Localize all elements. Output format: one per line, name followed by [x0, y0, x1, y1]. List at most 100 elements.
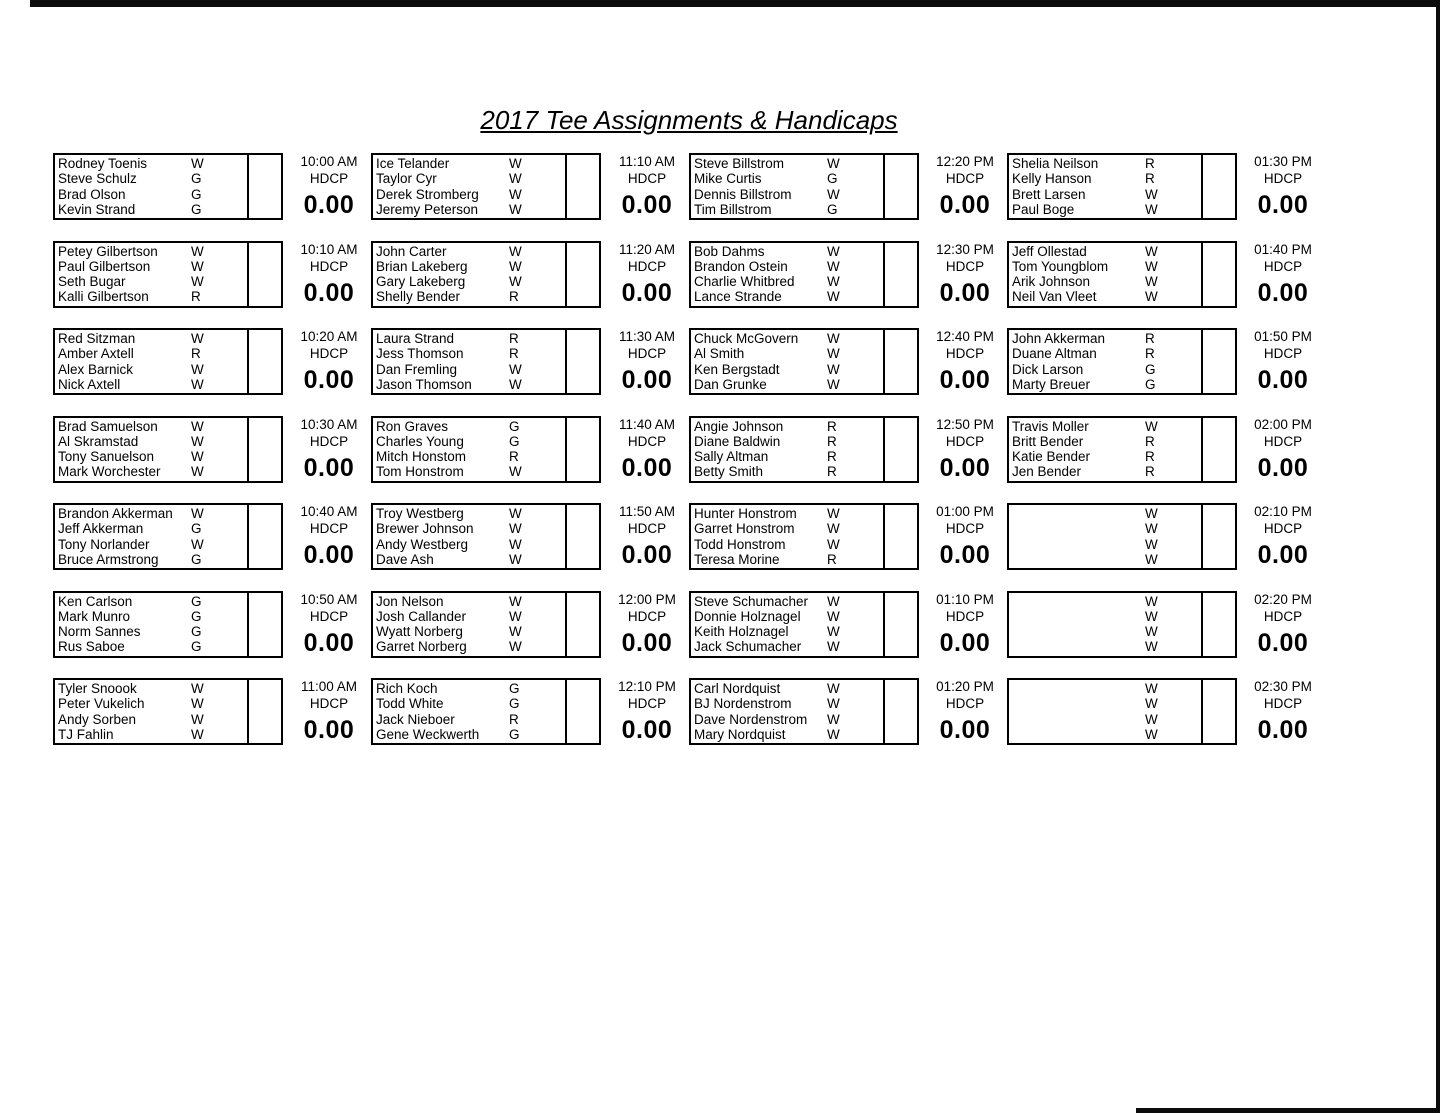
tee-letter: W — [1145, 639, 1158, 655]
hdcp-value: 0.00 — [303, 366, 355, 394]
player-row: Lance Strande W — [691, 289, 883, 304]
player-row: W — [1009, 727, 1201, 742]
player-name-box: W W W W — [1007, 678, 1237, 745]
blank-score-cell — [565, 155, 599, 218]
player-name: Ken Carlson — [58, 593, 133, 609]
player-name-box: Laura Strand R Jess Thomson R Dan Fremli… — [371, 328, 601, 395]
tee-time: 10:30 AM — [300, 416, 358, 432]
player-row: Troy Westberg W — [373, 506, 565, 521]
player-row: Jason Thomson W — [373, 377, 565, 392]
player-name: Mitch Honstom — [376, 449, 467, 465]
player-row: W — [1009, 681, 1201, 696]
handicap-col: 01:40 PM HDCP 0.00 — [1245, 241, 1321, 308]
tee-letter: W — [191, 418, 204, 434]
player-name: Neil Van Vleet — [1012, 289, 1097, 305]
player-name: Wyatt Norberg — [376, 624, 463, 640]
blank-score-cell — [883, 505, 917, 568]
tee-letter: W — [827, 289, 840, 305]
player-name: Red Sitzman — [58, 331, 136, 347]
player-name-box: Ice Telander W Taylor Cyr W Derek Stromb… — [371, 153, 601, 220]
tee-letter: W — [1145, 418, 1158, 434]
player-name: Tyler Snoook — [58, 681, 137, 697]
hdcp-label: HDCP — [627, 433, 667, 449]
handicap-col: 12:10 PM HDCP 0.00 — [609, 678, 685, 745]
tee-time: 02:30 PM — [1254, 679, 1312, 694]
player-row: W — [1009, 696, 1201, 711]
tee-time: 02:20 PM — [1254, 591, 1312, 607]
hdcp-value: 0.00 — [303, 453, 355, 482]
hdcp-value: 0.00 — [939, 278, 991, 307]
player-row: Dick Larson G — [1009, 362, 1201, 377]
player-list: W W W W — [1009, 505, 1201, 568]
player-row: W — [1009, 594, 1201, 609]
handicap-col: 01:20 PM HDCP 0.00 — [927, 678, 1003, 745]
tee-group-cell: Hunter Honstrom W Garret Honstrom W Todd… — [689, 503, 1007, 570]
tee-letter: R — [509, 346, 519, 362]
player-name: Gene Weckwerth — [376, 726, 480, 742]
player-list: John Carter W Brian Lakeberg W Gary Lake… — [373, 243, 565, 306]
tee-letter: W — [1145, 681, 1158, 697]
player-name: Shelly Bender — [376, 289, 461, 305]
player-name: Todd White — [376, 696, 444, 712]
tee-time: 01:10 PM — [936, 591, 994, 607]
tee-letter: R — [827, 464, 837, 480]
player-name: Tony Sanuelson — [58, 449, 155, 465]
hdcp-label: HDCP — [1263, 696, 1303, 711]
player-row: Garret Norberg W — [373, 639, 565, 654]
handicap-col: 11:00 AM HDCP 0.00 — [291, 678, 367, 745]
blank-score-cell — [565, 505, 599, 568]
handicap-col: 11:30 AM HDCP 0.00 — [609, 328, 685, 395]
tee-letter: W — [509, 361, 522, 377]
tee-letter: W — [191, 464, 204, 480]
player-name: Carl Nordquist — [694, 681, 781, 697]
player-row: Mark Worchester W — [55, 464, 247, 479]
player-name-box: Ken Carlson G Mark Munro G Norm Sannes G… — [53, 590, 283, 658]
handicap-col: 01:00 PM HDCP 0.00 — [927, 503, 1003, 570]
player-list: Troy Westberg W Brewer Johnson W Andy We… — [373, 505, 565, 568]
tee-letter: W — [1145, 593, 1158, 609]
tee-time: 12:20 PM — [936, 154, 994, 169]
hdcp-value: 0.00 — [621, 453, 673, 482]
blank-score-cell — [1201, 505, 1235, 568]
page-title: 2017 Tee Assignments & Handicaps — [480, 105, 898, 135]
hdcp-value: 0.00 — [303, 191, 355, 219]
player-name: Angie Johnson — [694, 418, 784, 434]
player-row: Nick Axtell W — [55, 377, 247, 392]
tee-letter: G — [827, 171, 838, 187]
handicap-col: 11:10 AM HDCP 0.00 — [609, 153, 685, 220]
blank-score-cell — [883, 680, 917, 743]
player-row: Dennis Billstrom W — [691, 187, 883, 202]
player-name: Ice Telander — [376, 156, 450, 172]
player-name-box: Steve Billstrom W Mike Curtis G Dennis B… — [689, 153, 919, 220]
tee-time: 11:30 AM — [618, 329, 676, 344]
tee-letter: W — [827, 521, 840, 537]
tee-letter: W — [1145, 608, 1158, 624]
tee-time: 02:10 PM — [1254, 504, 1312, 519]
player-row: Gene Weckwerth G — [373, 727, 565, 742]
tee-group-cell: Travis Moller W Britt Bender R Katie Ben… — [1007, 415, 1325, 483]
hdcp-label: HDCP — [945, 171, 985, 186]
player-name-box: Brandon Akkerman W Jeff Akkerman G Tony … — [53, 503, 283, 570]
player-row: Derek Stromberg W — [373, 187, 565, 202]
player-row: Brad Olson G — [55, 187, 247, 202]
player-name: Dan Fremling — [376, 361, 458, 377]
hdcp-label: HDCP — [1263, 608, 1303, 624]
player-list: Brandon Akkerman W Jeff Akkerman G Tony … — [55, 505, 247, 568]
tee-letter: W — [827, 624, 840, 640]
tee-letter: R — [1145, 171, 1155, 187]
player-name-box: Angie Johnson R Diane Baldwin R Sally Al… — [689, 415, 919, 483]
player-row: Seth Bugar W — [55, 274, 247, 289]
blank-score-cell — [565, 330, 599, 393]
hdcp-value: 0.00 — [939, 453, 991, 482]
tee-letter: W — [1145, 536, 1158, 552]
tee-letter: R — [1145, 449, 1155, 465]
player-list: Laura Strand R Jess Thomson R Dan Fremli… — [373, 330, 565, 393]
tee-letter: G — [191, 593, 202, 609]
hdcp-value: 0.00 — [939, 191, 991, 219]
player-row: Kelly Hanson R — [1009, 171, 1201, 186]
player-row: Mike Curtis G — [691, 171, 883, 186]
tee-letter: G — [1145, 361, 1156, 377]
tee-letter: W — [1145, 726, 1158, 742]
player-name: Josh Callander — [376, 608, 467, 624]
tee-time: 01:30 PM — [1254, 154, 1312, 169]
